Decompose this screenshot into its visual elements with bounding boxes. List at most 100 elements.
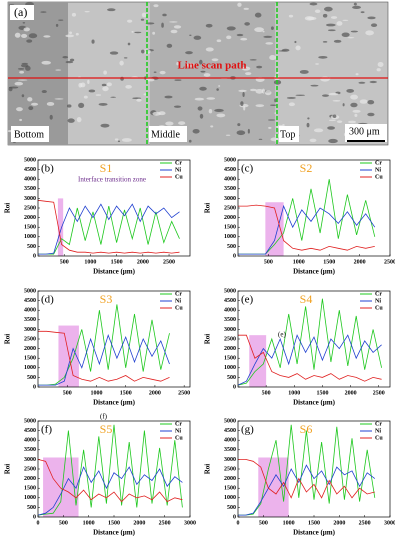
legend-label: Cr (375, 421, 382, 427)
y-tick-label: 500 (27, 505, 36, 511)
y-tick-label: 3000 (24, 327, 36, 333)
micrograph-texture (7, 1, 384, 144)
chart-panel: 0500100015002000250030003500400045005000… (204, 157, 395, 275)
y-tick-label: 3500 (224, 447, 236, 453)
grain (17, 67, 25, 70)
y-tick-label: 2000 (24, 346, 36, 352)
grain (206, 97, 216, 100)
grain (256, 65, 263, 69)
grain (205, 47, 214, 52)
x-tick-label: 1500 (308, 520, 320, 526)
y-tick-label: 5000 (24, 288, 36, 294)
series-line (38, 333, 170, 386)
grain (30, 102, 39, 106)
grain (306, 122, 310, 128)
grain (78, 102, 85, 108)
grain (342, 103, 345, 107)
grain (250, 88, 257, 92)
y-tick-label: 3000 (24, 457, 36, 463)
grain (288, 14, 294, 18)
panel-label: (d) (41, 294, 54, 306)
grain (114, 138, 119, 141)
x-tick-label: 1500 (323, 259, 335, 265)
y-tick-label: 500 (27, 244, 36, 250)
grain (65, 60, 74, 64)
grain (310, 84, 319, 87)
grain (270, 137, 280, 142)
grain (117, 140, 121, 143)
grain (352, 5, 361, 9)
panel-label: (g) (241, 424, 254, 436)
chart-panel: 0500100015002000250030003500400045005000… (204, 418, 395, 536)
grain (66, 104, 72, 108)
grain (69, 31, 73, 35)
chart-title: S2 (300, 161, 313, 175)
grain (106, 8, 116, 12)
chart-title: S6 (300, 422, 313, 436)
grain (76, 117, 82, 123)
grain (322, 13, 328, 18)
grain (267, 119, 276, 121)
grain (146, 78, 155, 82)
grain (261, 88, 266, 94)
grain (140, 18, 145, 21)
grain (333, 39, 342, 43)
grain (226, 26, 236, 31)
chart-panel: 0500100015002000250030003500400045005000… (4, 157, 191, 276)
x-axis-label: Distance (μm) (93, 529, 136, 537)
grain (28, 33, 38, 39)
grain (152, 31, 156, 35)
grain (136, 98, 142, 102)
legend-label: Ni (175, 298, 181, 304)
grain (313, 128, 324, 133)
y-tick-label: 2500 (24, 205, 36, 211)
grain (322, 94, 329, 97)
grain (274, 112, 277, 114)
panel-label: (b) (41, 163, 54, 175)
grain (211, 58, 219, 62)
grain (119, 60, 124, 66)
y-tick-label: 3500 (24, 317, 36, 323)
y-axis-label: Roi (4, 203, 12, 214)
grain (8, 86, 19, 89)
x-tick-label: 500 (262, 390, 271, 396)
grain (197, 106, 203, 111)
grain (274, 98, 277, 103)
x-tick-label: 500 (60, 259, 69, 265)
grain (166, 43, 173, 48)
label-bg (11, 126, 49, 142)
transition-zone (57, 198, 64, 256)
y-tick-label: 4000 (224, 308, 236, 314)
grain (327, 29, 336, 32)
y-tick-label: 4000 (24, 438, 36, 444)
grain (100, 123, 110, 128)
grain (322, 40, 328, 43)
grain (355, 73, 359, 76)
grain (328, 119, 336, 122)
grain (270, 26, 274, 31)
annotation: Interface transition zone (78, 176, 146, 184)
x-tick-label: 2000 (149, 390, 161, 396)
grain (341, 32, 350, 37)
grain (354, 113, 358, 118)
x-tick-label: 2500 (359, 520, 371, 526)
x-axis-label: Distance (μm) (293, 529, 336, 537)
y-tick-label: 3000 (224, 457, 236, 463)
y-tick-label: 5000 (24, 157, 36, 163)
panel-label: (c) (241, 163, 254, 175)
legend-label: Ni (375, 298, 381, 304)
legend-label: Cu (175, 305, 183, 311)
y-tick-label: 0 (33, 384, 36, 390)
grain (200, 70, 206, 73)
grain (106, 82, 112, 87)
grain (348, 120, 356, 124)
grain (17, 79, 28, 81)
grain (127, 19, 133, 23)
y-tick-label: 3500 (224, 317, 236, 323)
grain (263, 35, 273, 38)
grain (367, 16, 376, 20)
y-tick-label: 2500 (224, 205, 236, 211)
y-tick-label: 0 (33, 514, 36, 520)
grain (218, 85, 221, 87)
transition-zone (58, 325, 79, 387)
